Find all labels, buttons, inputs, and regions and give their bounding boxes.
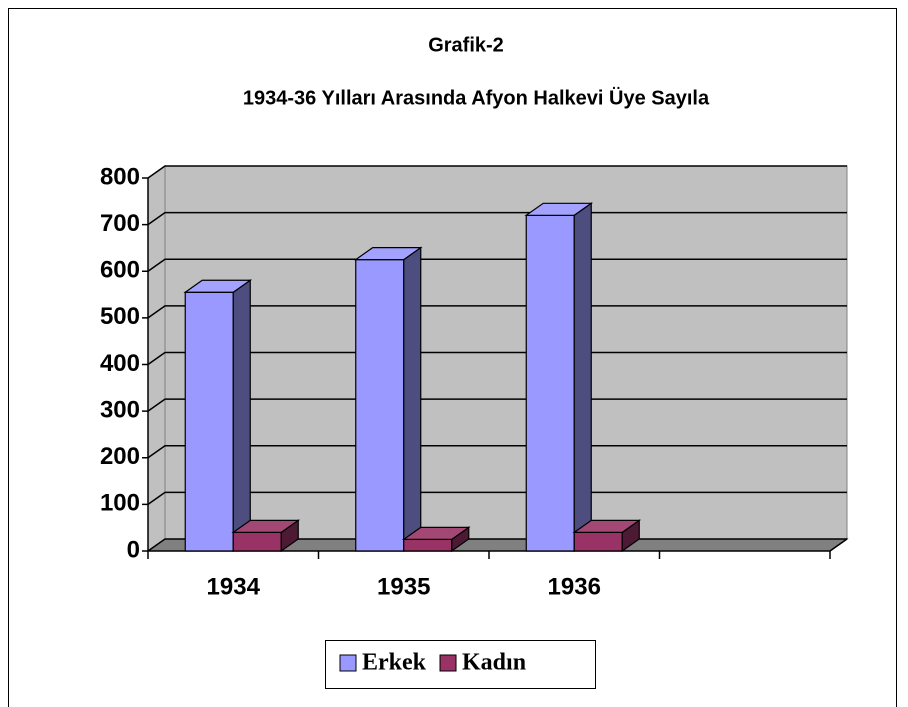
y-tick-label: 600	[100, 257, 140, 284]
bar-front	[573, 531, 623, 552]
bar-top	[231, 519, 301, 533]
y-tick-label: 100	[100, 490, 140, 517]
x-tick-label: 1934	[207, 573, 261, 600]
bar	[353, 246, 423, 553]
bar-top	[183, 279, 253, 293]
legend-label: Kadın	[462, 650, 526, 676]
grid-line	[147, 398, 847, 412]
grid-line	[147, 211, 847, 226]
bar-side	[232, 279, 251, 553]
bar-top	[572, 519, 642, 533]
chart-title: Grafik-2	[428, 34, 504, 56]
y-tick-label: 200	[100, 443, 140, 470]
y-tick-label: 300	[100, 396, 140, 423]
bar	[231, 519, 301, 553]
y-tick-label: 500	[100, 303, 140, 330]
grid-line	[147, 491, 847, 505]
title-clip	[826, 80, 896, 120]
y-tick-label: 0	[127, 536, 140, 563]
bar-side	[573, 202, 592, 553]
grid-line	[147, 258, 847, 272]
bar-front	[403, 538, 453, 552]
bar	[524, 202, 594, 553]
bar	[401, 526, 471, 553]
legend-label: Erkek	[362, 650, 427, 676]
chart-subtitle: 1934-36 Yılları Arasında Afyon Halkevi Ü…	[243, 86, 710, 109]
bar	[183, 279, 253, 553]
bar-side	[403, 246, 422, 553]
bar-front	[525, 214, 575, 552]
x-tick-label: 1936	[548, 573, 601, 600]
frame	[8, 8, 897, 707]
bar-front	[184, 291, 234, 552]
bar-front	[355, 258, 405, 552]
y-tick-label: 800	[100, 163, 140, 190]
x-tick-label: 1935	[377, 573, 430, 600]
bar	[572, 519, 642, 553]
bar-top	[524, 202, 594, 216]
bar-top	[401, 526, 471, 540]
grid-line	[147, 445, 847, 459]
y-tick-label: 400	[100, 350, 140, 377]
y-tick-label: 700	[100, 210, 140, 237]
grid-line	[147, 351, 847, 366]
grid-line	[147, 165, 847, 179]
x-axis-back	[829, 538, 848, 552]
grid-line	[147, 305, 847, 319]
legend-swatch	[439, 654, 457, 672]
bar-top	[353, 246, 423, 261]
bar-front	[232, 531, 282, 552]
legend-swatch	[339, 654, 357, 672]
legend-box	[325, 640, 596, 689]
